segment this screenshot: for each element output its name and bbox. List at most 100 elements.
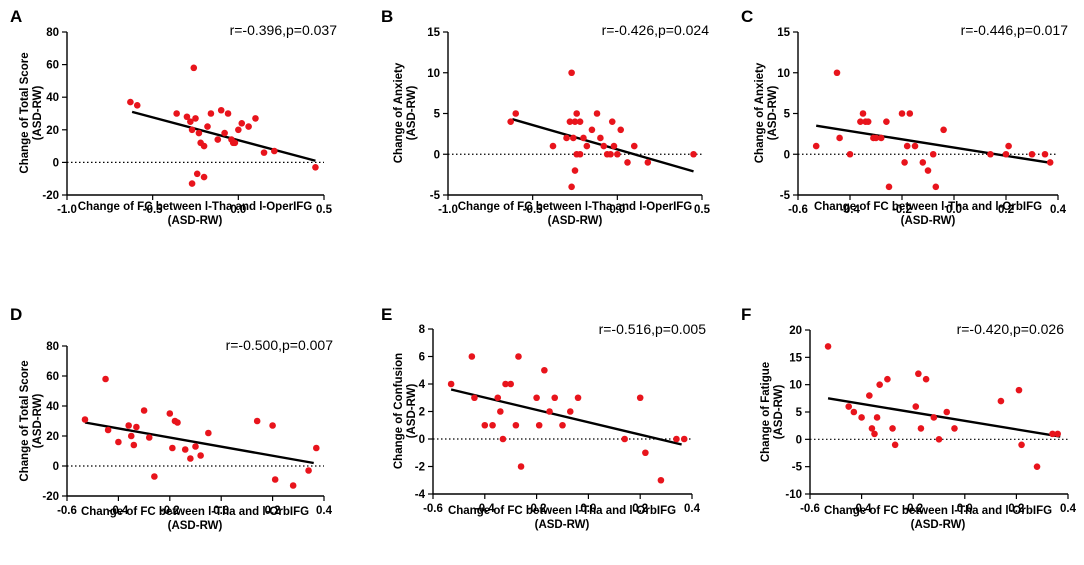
x-axis-label-line: (ASD-RW) — [911, 519, 966, 531]
stat-annotation: r=-0.396,p=0.037 — [230, 22, 338, 38]
data-point — [924, 167, 932, 174]
data-point — [824, 343, 832, 350]
data-point — [884, 375, 891, 383]
data-point — [221, 129, 228, 137]
data-point — [657, 476, 665, 484]
data-point — [857, 118, 864, 125]
data-point — [181, 446, 189, 453]
data-point — [636, 394, 644, 402]
y-tick-label: 0 — [434, 149, 440, 161]
y-tick-label: 60 — [46, 371, 59, 383]
data-point — [127, 98, 134, 106]
y-tick-label: 80 — [46, 341, 59, 353]
x-tick-label: -1.0 — [57, 204, 77, 216]
data-point — [872, 134, 880, 142]
data-point — [898, 110, 906, 117]
data-point — [502, 380, 509, 388]
data-point — [115, 438, 122, 446]
data-point — [1049, 430, 1056, 438]
data-point — [481, 421, 489, 429]
y-tick-label: 10 — [777, 68, 790, 80]
data-point — [235, 126, 242, 134]
data-point — [499, 435, 507, 443]
data-point — [1002, 150, 1010, 158]
x-tick-label: 0.4 — [1050, 204, 1067, 216]
x-tick-label: -0.2 — [903, 503, 923, 515]
data-point — [624, 159, 631, 166]
data-point — [289, 482, 297, 489]
data-point — [245, 123, 252, 130]
x-tick-label: -0.2 — [527, 503, 547, 515]
data-point — [901, 159, 908, 166]
data-point — [566, 408, 574, 415]
data-point — [1054, 430, 1061, 438]
data-point — [859, 110, 867, 117]
data-point — [593, 110, 601, 117]
data-point — [197, 452, 204, 459]
data-point — [935, 436, 943, 443]
panel-label: B — [381, 7, 393, 26]
y-tick-label: 8 — [419, 324, 426, 336]
data-point — [885, 183, 893, 191]
x-tick-label: 0.0 — [957, 503, 973, 515]
data-point — [533, 394, 540, 402]
x-tick-label: -0.6 — [423, 503, 443, 515]
data-point — [200, 142, 208, 150]
x-axis-label: Change of FC between l-Tha and l-OrbIFG (… — [814, 201, 1042, 227]
data-point — [571, 167, 579, 174]
x-axis-label: Change of FC between l-Tha and l-OrbIFG (… — [824, 505, 1052, 531]
y-tick-label: -5 — [792, 462, 803, 474]
data-point — [238, 119, 246, 127]
data-point — [1015, 386, 1023, 394]
data-point — [864, 118, 872, 125]
y-tick-label: 0 — [796, 434, 802, 446]
data-point — [903, 142, 911, 150]
data-point — [204, 123, 211, 130]
y-tick-label: 80 — [46, 27, 59, 39]
regression-line — [131, 110, 316, 162]
y-axis-label: Change of Confusion(ASD-RW) — [393, 353, 418, 469]
x-tick-label: -0.2 — [160, 505, 180, 517]
x-tick-label: 0.4 — [316, 505, 333, 517]
data-point — [447, 380, 455, 388]
x-tick-label: 0.0 — [580, 503, 596, 515]
y-axis-label-line: Change of Anxiety — [393, 62, 405, 163]
data-point — [876, 381, 883, 388]
data-point — [512, 110, 520, 117]
y-tick-label: 0 — [784, 149, 790, 161]
data-point — [214, 136, 222, 143]
data-point — [546, 408, 553, 415]
data-point — [130, 441, 138, 449]
data-point — [889, 425, 896, 432]
y-tick-label: 0 — [53, 461, 59, 473]
x-tick-label: 0.4 — [684, 503, 701, 515]
y-tick-label: 5 — [434, 109, 441, 121]
data-point — [607, 150, 614, 158]
x-tick-label: -0.6 — [57, 505, 77, 517]
data-point — [943, 408, 951, 416]
data-point — [169, 444, 176, 452]
data-point — [512, 421, 520, 429]
y-axis-label-line: Change of Fatigue — [760, 362, 772, 462]
x-axis-label-line: (ASD-RW) — [535, 519, 590, 531]
data-point — [271, 147, 278, 155]
data-point — [224, 110, 232, 117]
data-point — [494, 394, 502, 402]
data-point — [570, 134, 577, 142]
y-axis-label: Change of Total Score(ASD-RW) — [19, 52, 44, 173]
data-point — [260, 149, 268, 156]
data-point — [305, 467, 312, 474]
data-point — [551, 394, 559, 402]
x-tick-label: -0.5 — [523, 204, 543, 216]
x-tick-label: 0.0 — [213, 505, 229, 517]
data-point — [507, 380, 514, 388]
data-point — [269, 422, 276, 429]
data-point — [568, 69, 575, 77]
data-point — [940, 126, 947, 134]
data-point — [1033, 463, 1041, 470]
x-tick-label: 0.0 — [609, 204, 625, 216]
y-axis-label: Change of Anxiety(ASD-RW) — [393, 62, 418, 163]
data-point — [1005, 142, 1012, 150]
data-point — [205, 429, 212, 437]
panel-f: Fr=-0.420,p=0.026 -10 -5 0 5 10 15 20 -0.6 -0.4 -0… — [741, 305, 1077, 531]
